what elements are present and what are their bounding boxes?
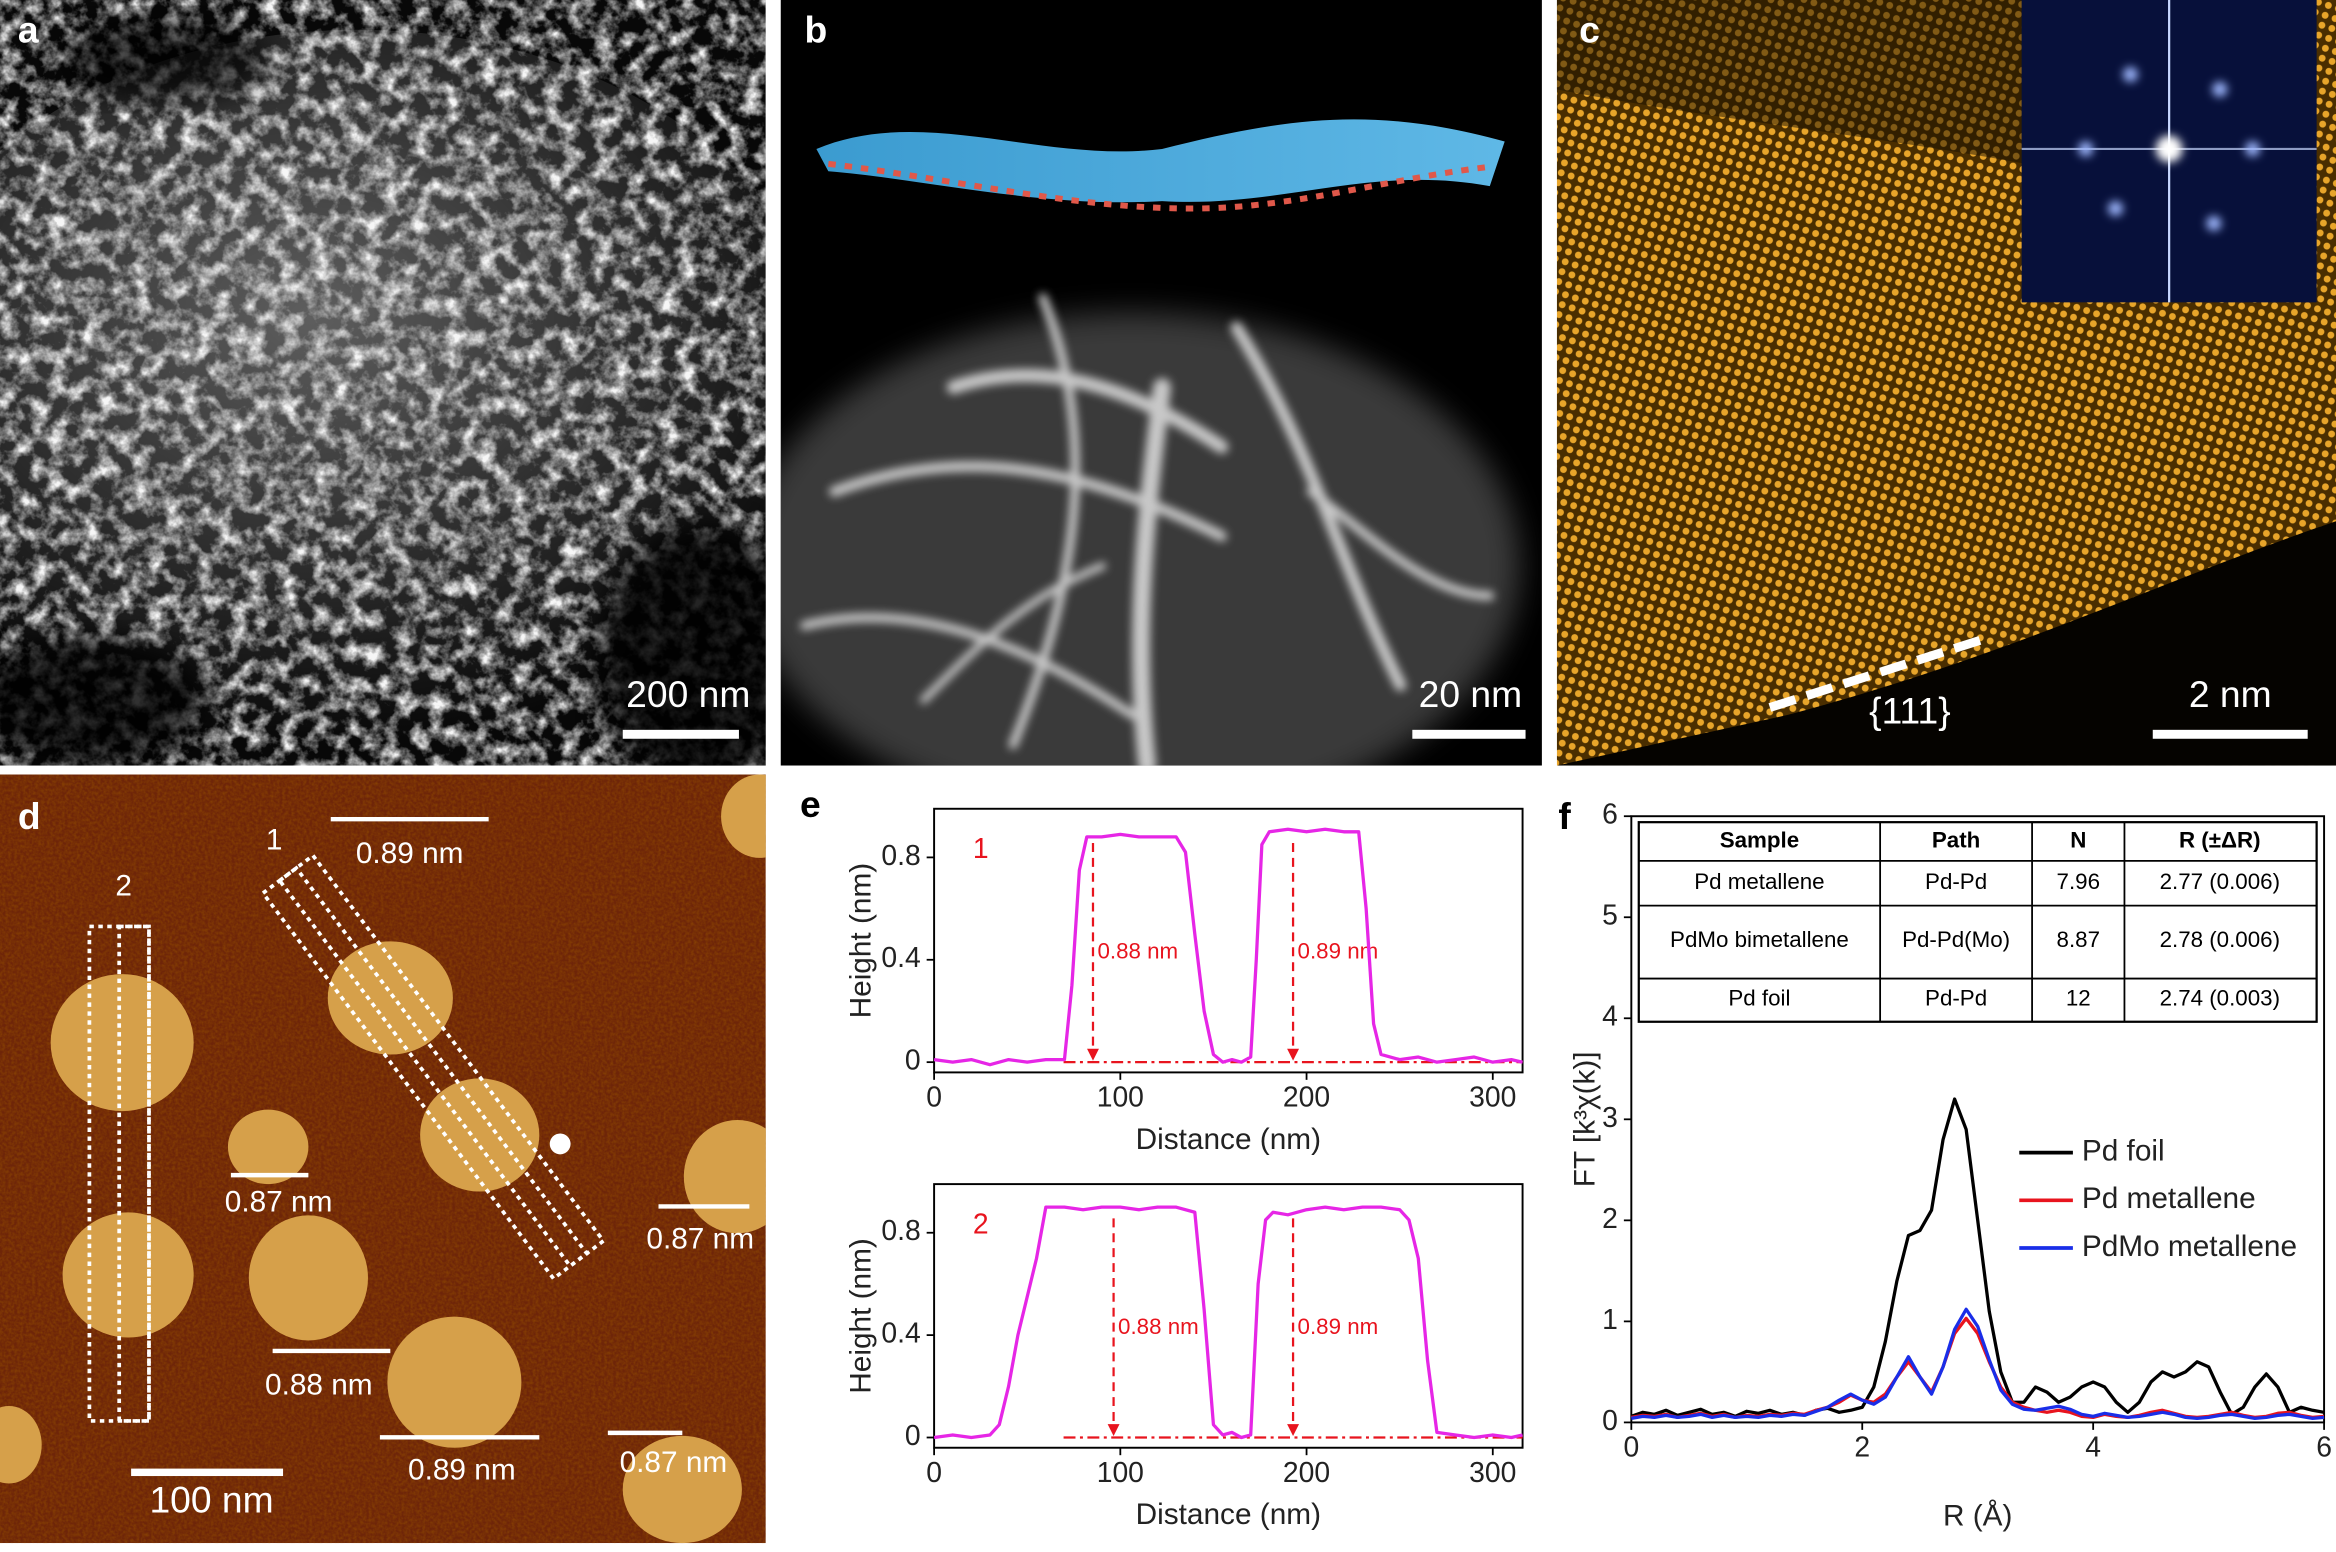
y-tick-label: 0.4	[881, 1317, 920, 1349]
y-axis-label: Height (nm)	[844, 1238, 877, 1394]
height-label: 0.88 nm	[1118, 1314, 1199, 1339]
series-line	[1631, 1316, 2325, 1420]
region-label: 1	[266, 823, 283, 856]
x-tick-label: 0	[926, 1456, 942, 1488]
table-cell: 2.78 (0.006)	[2160, 927, 2280, 952]
y-tick-label: 0	[905, 1044, 921, 1076]
y-tick-label: 1	[1602, 1303, 1618, 1335]
profile-label: 2	[973, 1207, 989, 1239]
table-cell: Pd metallene	[1694, 869, 1824, 894]
arrow-head	[1107, 1424, 1120, 1437]
y-tick-label: 0.8	[881, 839, 920, 871]
y-tick-label: 2	[1602, 1202, 1618, 1234]
legend-label: Pd foil	[2082, 1135, 2165, 1168]
table-cell: Pd-Pd(Mo)	[1902, 927, 2010, 952]
legend-label: Pd metallene	[2082, 1182, 2256, 1215]
scale-bar	[131, 1468, 284, 1477]
profile-label: 1	[973, 832, 989, 864]
legend-label: PdMo metallene	[2082, 1230, 2297, 1263]
table-cell: 2.74 (0.003)	[2160, 985, 2280, 1010]
height-label: 0.89 nm	[1298, 1314, 1379, 1339]
x-tick-label: 300	[1469, 1081, 1516, 1113]
table-cell: 2.77 (0.006)	[2160, 869, 2280, 894]
y-tick-label: 0.4	[881, 941, 920, 973]
arrow-head	[1087, 1048, 1099, 1061]
panel-b-image	[780, 0, 1542, 766]
scale-bar	[2152, 729, 2308, 739]
x-axis-label: Distance (nm)	[1136, 1123, 1321, 1156]
height-label: 0.87 nm	[646, 1223, 754, 1256]
series-line	[933, 1205, 1523, 1440]
x-tick-label: 200	[1283, 1456, 1330, 1488]
x-tick-label: 0	[1623, 1431, 1639, 1463]
panel-a-image	[0, 0, 766, 766]
x-tick-label: 100	[1097, 1456, 1144, 1488]
y-axis-label: FT [k³χ(k)]	[1569, 1051, 1602, 1187]
table-cell: PdMo bimetallene	[1670, 927, 1849, 952]
series-line	[1631, 1307, 2325, 1421]
height-label: 0.88 nm	[265, 1369, 373, 1402]
table-cell: Pd-Pd	[1925, 985, 1987, 1010]
table-header: Path	[1932, 827, 1980, 852]
scale-bar-label: 2 nm	[2189, 673, 2272, 715]
x-tick-label: 4	[2085, 1431, 2101, 1463]
table-cell: 8.87	[2057, 927, 2100, 952]
arrow-head	[1287, 1048, 1300, 1061]
y-tick-label: 4	[1602, 1000, 1618, 1032]
region-label: 2	[115, 870, 132, 903]
x-tick-label: 0	[926, 1081, 942, 1113]
height-label: 0.89 nm	[1298, 939, 1379, 964]
panel-letter: f	[1558, 795, 1571, 837]
height-label: 0.87 nm	[620, 1446, 728, 1479]
height-label: 0.89 nm	[408, 1453, 516, 1486]
x-tick-label: 200	[1283, 1081, 1330, 1113]
panel-letter: e	[800, 783, 821, 825]
table-header: R (±ΔR)	[2179, 827, 2261, 852]
x-tick-label: 6	[2316, 1431, 2332, 1463]
series-line	[1630, 1097, 2325, 1418]
y-tick-label: 6	[1602, 798, 1618, 830]
parameter-table: Sample Path N R (±ΔR) Pd metallene Pd-Pd…	[1637, 821, 2318, 1023]
scale-bar-label: 20 nm	[1419, 673, 1523, 715]
height-label: 0.89 nm	[356, 837, 464, 870]
panel-letter: b	[804, 9, 827, 51]
table-header: N	[2070, 827, 2086, 852]
table-header: Sample	[1720, 827, 1799, 852]
panel-c-image	[1556, 0, 2336, 766]
panel-letter: d	[18, 795, 41, 837]
scale-bar	[1412, 729, 1526, 739]
scale-bar-label: 100 nm	[149, 1479, 273, 1521]
panel-letter: c	[1579, 9, 1600, 51]
y-tick-label: 5	[1602, 899, 1618, 931]
x-axis-label: R (Å)	[1943, 1500, 2012, 1533]
x-tick-label: 100	[1097, 1081, 1144, 1113]
y-tick-label: 0	[905, 1419, 921, 1451]
table-cell: 7.96	[2057, 869, 2100, 894]
y-tick-label: 0	[1602, 1404, 1618, 1436]
series-line	[933, 827, 1523, 1067]
scale-bar	[622, 729, 739, 739]
table-cell: Pd-Pd	[1925, 869, 1987, 894]
x-tick-label: 300	[1469, 1456, 1516, 1488]
plot-frame	[933, 807, 1524, 1074]
height-label: 0.88 nm	[1097, 939, 1178, 964]
height-label: 0.87 nm	[225, 1185, 333, 1218]
facet-label: {111}	[1869, 689, 1950, 731]
x-axis-label: Distance (nm)	[1136, 1498, 1321, 1531]
plot-frame	[933, 1183, 1524, 1449]
x-tick-label: 2	[1854, 1431, 1870, 1463]
y-axis-label: Height (nm)	[844, 863, 877, 1019]
arrow-head	[1287, 1424, 1300, 1437]
table-cell: 12	[2066, 985, 2091, 1010]
y-tick-label: 3	[1602, 1101, 1618, 1133]
table-cell: Pd foil	[1728, 985, 1790, 1010]
scale-bar-label: 200 nm	[626, 673, 750, 715]
panel-letter: a	[18, 9, 39, 51]
y-tick-label: 0.8	[881, 1214, 920, 1246]
panel-d-image	[0, 774, 766, 1544]
